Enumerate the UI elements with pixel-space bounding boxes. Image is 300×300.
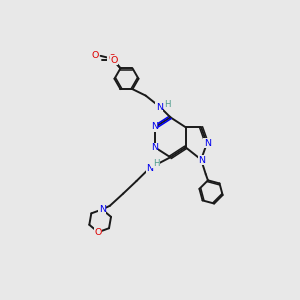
Text: N: N (151, 143, 158, 152)
Text: N: N (146, 164, 153, 172)
Text: N: N (151, 122, 158, 131)
Text: O: O (94, 228, 102, 237)
Text: O: O (92, 51, 99, 60)
Text: H: H (165, 100, 171, 109)
Text: O: O (108, 54, 116, 63)
Text: H: H (153, 158, 159, 167)
Text: N: N (99, 205, 106, 214)
Text: N: N (204, 139, 211, 148)
Text: O: O (110, 56, 118, 65)
Text: N: N (156, 103, 163, 112)
Text: N: N (198, 155, 205, 164)
